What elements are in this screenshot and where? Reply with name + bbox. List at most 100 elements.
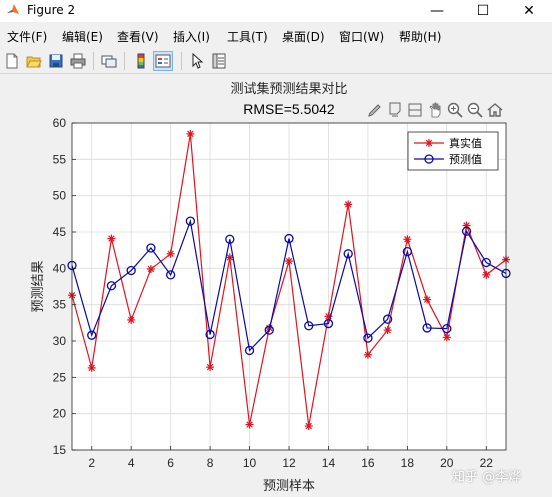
open-file-button[interactable] bbox=[24, 51, 44, 71]
data-point-circle bbox=[461, 226, 472, 236]
x-axis-label: 预测样本 bbox=[263, 479, 315, 494]
x-tick-label: 8 bbox=[207, 456, 214, 470]
property-inspector-button[interactable] bbox=[209, 51, 229, 71]
data-point-star bbox=[107, 234, 116, 243]
y-tick-label: 60 bbox=[53, 116, 67, 130]
toolbar-separator bbox=[124, 52, 125, 70]
data-point-circle bbox=[323, 318, 334, 329]
matlab-logo-icon bbox=[7, 4, 19, 14]
save-button[interactable] bbox=[46, 51, 66, 71]
toolbar-separator bbox=[181, 52, 182, 70]
menu-tools[interactable]: 工具(T) bbox=[227, 30, 268, 44]
star-stroke bbox=[423, 296, 431, 303]
menu-insert[interactable]: 插入(I) bbox=[173, 30, 210, 44]
star-stroke bbox=[167, 250, 174, 258]
legend-box bbox=[407, 131, 499, 171]
data-point-star bbox=[285, 257, 293, 266]
data-tips-icon[interactable] bbox=[386, 101, 404, 119]
data-point-star bbox=[403, 235, 412, 244]
x-tick-label: 2 bbox=[88, 456, 95, 470]
y-tick-label: 25 bbox=[53, 370, 67, 384]
data-point-circle bbox=[126, 265, 136, 276]
home-icon[interactable] bbox=[486, 101, 504, 119]
brush-icon[interactable] bbox=[366, 101, 384, 119]
tick-labels: 2 4 6 8 10 12 14 16 18 20 22 15 20 25 30 35 40 45 50 55 60 bbox=[53, 116, 494, 470]
star-stroke bbox=[147, 265, 155, 273]
x-tick-label: 20 bbox=[440, 456, 454, 470]
x-tick-label: 16 bbox=[361, 456, 375, 470]
zoom-in-icon[interactable] bbox=[446, 101, 464, 119]
y-tick-label: 55 bbox=[53, 152, 67, 166]
link-plot-button[interactable] bbox=[99, 51, 119, 71]
series-line-2 bbox=[71, 218, 507, 352]
data-point-star bbox=[304, 422, 313, 431]
menu-bar: 文件(F) 编辑(E) 查看(V) 插入(I) 工具(T) 桌面(D) 窗口(W… bbox=[0, 24, 552, 46]
grid bbox=[72, 122, 506, 451]
y-tick-label: 40 bbox=[53, 261, 67, 275]
property-inspector-icon bbox=[212, 53, 226, 69]
data-point-star bbox=[482, 270, 491, 279]
menu-edit[interactable]: 编辑(E) bbox=[62, 30, 103, 44]
x-tick-label: 10 bbox=[243, 456, 257, 470]
pan-icon[interactable] bbox=[426, 101, 444, 119]
data-point-circle bbox=[402, 246, 413, 257]
star-stroke bbox=[285, 257, 293, 265]
window-title: Figure 2 bbox=[27, 3, 76, 17]
star-stroke bbox=[364, 351, 372, 359]
star-stroke bbox=[404, 236, 411, 243]
maximize-icon: ☐ bbox=[476, 3, 490, 19]
x-tick-label: 6 bbox=[167, 456, 174, 470]
menu-help[interactable]: 帮助(H) bbox=[399, 30, 442, 44]
menu-desktop[interactable]: 桌面(D) bbox=[282, 30, 325, 44]
toolbar-separator bbox=[93, 52, 94, 70]
data-point-circle bbox=[106, 281, 117, 291]
insert-legend-button[interactable] bbox=[153, 51, 173, 71]
y-tick-label: 15 bbox=[53, 443, 67, 457]
star-stroke bbox=[443, 334, 451, 341]
minimize-button[interactable]: — bbox=[414, 0, 460, 22]
maximize-button[interactable]: ☐ bbox=[460, 0, 506, 22]
data-point-star bbox=[245, 420, 254, 429]
data-point-star bbox=[344, 200, 353, 209]
data-point-circle bbox=[363, 333, 373, 343]
pointer-icon bbox=[192, 53, 204, 69]
new-figure-button[interactable] bbox=[2, 51, 22, 71]
data-point-star bbox=[425, 139, 433, 147]
line-chart: 2 4 6 8 10 12 14 16 18 20 22 15 20 25 30 35 40 45 50 55 60 测… bbox=[31, 81, 511, 494]
link-plot-icon bbox=[101, 55, 117, 68]
data-point-star bbox=[206, 363, 215, 372]
star-stroke bbox=[206, 363, 214, 371]
data-point-star bbox=[127, 315, 136, 324]
x-tick-label: 18 bbox=[401, 456, 415, 470]
data-point-circle bbox=[442, 323, 452, 334]
menu-window[interactable]: 窗口(W) bbox=[339, 30, 385, 44]
star-stroke bbox=[305, 422, 312, 430]
menu-view[interactable]: 查看(V) bbox=[117, 30, 159, 44]
data-point-star bbox=[87, 363, 96, 372]
print-button[interactable] bbox=[68, 51, 88, 71]
data-point-circle bbox=[304, 321, 314, 331]
watermark: 知乎 @李烨 bbox=[452, 470, 522, 485]
insert-colorbar-icon bbox=[137, 53, 145, 69]
data-point-circle bbox=[422, 323, 432, 333]
zoom-out-icon[interactable] bbox=[466, 101, 484, 119]
data-point-circle bbox=[382, 314, 393, 324]
data-point-circle bbox=[165, 270, 176, 280]
insert-colorbar-button[interactable] bbox=[131, 51, 151, 71]
star-stroke bbox=[425, 139, 433, 147]
data-point-star bbox=[442, 333, 451, 342]
menu-file[interactable]: 文件(F) bbox=[7, 30, 48, 44]
rotate-icon[interactable] bbox=[406, 101, 424, 119]
data-point-star bbox=[166, 249, 175, 258]
y-tick-label: 20 bbox=[53, 407, 67, 421]
data-point-star bbox=[363, 350, 372, 359]
star-stroke bbox=[384, 326, 391, 334]
pointer-button[interactable] bbox=[187, 51, 207, 71]
y-tick-label: 50 bbox=[53, 189, 67, 203]
close-button[interactable]: ✕ bbox=[506, 0, 552, 22]
star-stroke bbox=[483, 271, 490, 279]
legend-label: 真实值 bbox=[449, 136, 482, 150]
x-tick-label: 22 bbox=[480, 456, 494, 470]
